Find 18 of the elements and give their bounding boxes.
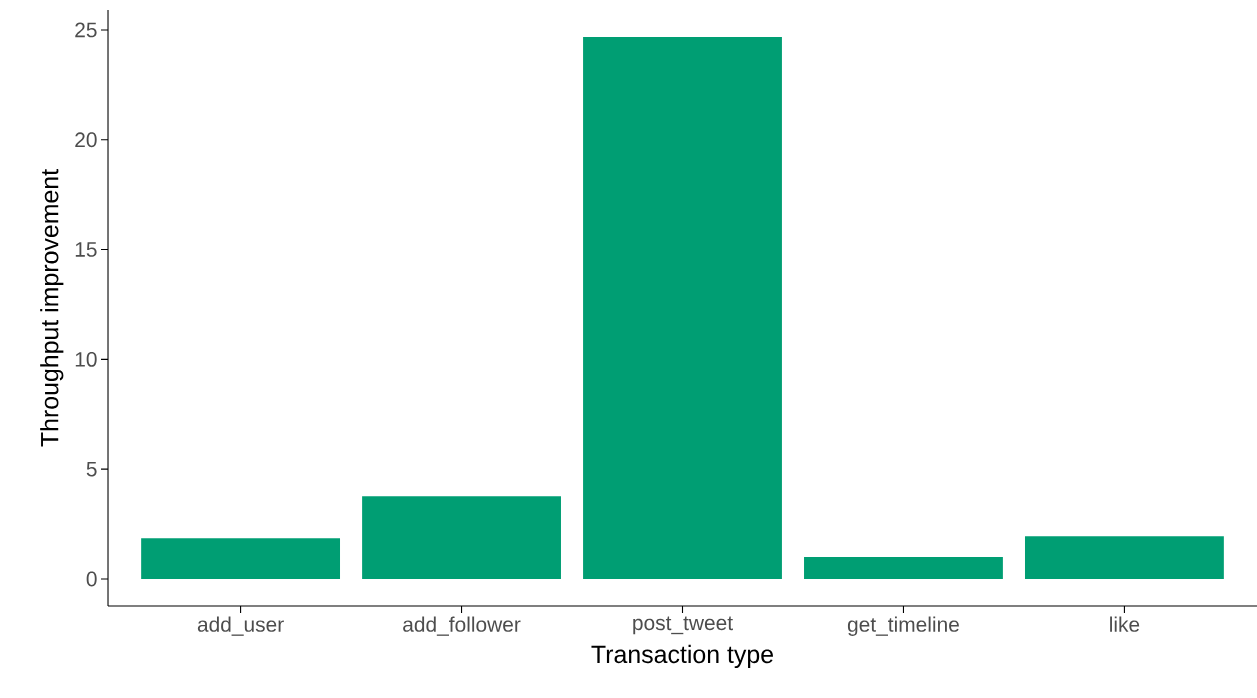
bar: [1024, 536, 1224, 579]
x-tick-label: add_user: [197, 616, 284, 636]
bar: [362, 496, 561, 579]
y-tick-label: 15: [75, 242, 97, 257]
x-tick-label: like: [1110, 616, 1140, 632]
bar: [141, 538, 341, 579]
x-tick-label: add_follower: [403, 616, 521, 636]
y-tick-label: 25: [75, 22, 97, 38]
y-tick-label: 5: [86, 461, 97, 477]
bar: [583, 36, 782, 579]
y-tick-label: 10: [75, 351, 97, 367]
x-axis-title: Transaction type: [591, 644, 773, 669]
y-axis-title: Throughput improvement: [40, 169, 64, 447]
y-tick-label: 20: [75, 132, 97, 148]
x-tick-label: post_tweet: [633, 616, 733, 635]
bar: [804, 557, 1003, 579]
y-tick-label: 0: [86, 571, 97, 587]
x-tick-label: get_timeline: [847, 616, 959, 637]
